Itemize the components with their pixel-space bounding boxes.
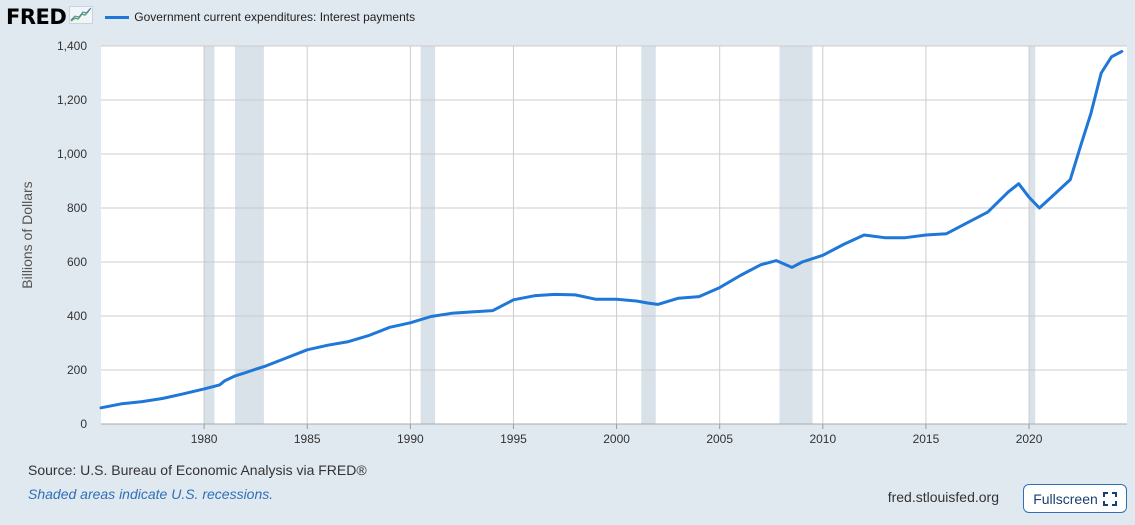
fullscreen-button[interactable]: Fullscreen	[1023, 484, 1127, 513]
expand-icon	[1102, 491, 1117, 506]
y-tick-label: 1,000	[57, 147, 87, 161]
recession-band	[420, 46, 436, 424]
x-tick-label: 2005	[706, 432, 733, 446]
recession-band	[235, 46, 264, 424]
recession-band	[779, 46, 813, 424]
x-tick-label: 2015	[913, 432, 940, 446]
legend-line-swatch	[105, 15, 130, 19]
x-tick-label: 1980	[191, 432, 218, 446]
y-tick-label: 0	[80, 417, 87, 431]
recession-note: Shaded areas indicate U.S. recessions.	[28, 486, 274, 502]
x-tick-label: 1995	[500, 432, 527, 446]
chart-header: FRED Government current expenditures: In…	[6, 2, 415, 32]
x-tick-label: 2000	[603, 432, 630, 446]
x-tick-label: 2010	[809, 432, 836, 446]
fred-logo[interactable]: FRED	[6, 5, 94, 29]
plot-area	[101, 46, 1127, 424]
y-tick-label: 1,400	[57, 39, 87, 53]
x-tick-label: 1990	[397, 432, 424, 446]
y-tick-label: 600	[67, 255, 87, 269]
y-tick-label: 400	[67, 309, 87, 323]
y-tick-label: 200	[67, 363, 87, 377]
x-tick-label: 2020	[1016, 432, 1043, 446]
recession-band	[1029, 46, 1036, 424]
y-tick-label: 1,200	[57, 93, 87, 107]
recession-band	[204, 46, 215, 424]
y-tick-label: 800	[67, 201, 87, 215]
recession-band	[641, 46, 656, 424]
chart-legend: Government current expenditures: Interes…	[105, 10, 415, 24]
legend-series-label: Government current expenditures: Interes…	[134, 10, 416, 24]
fred-logo-text: FRED	[6, 5, 67, 29]
line-chart: 0 200 400 600 800 1,000 1,200 1,400 1980 1985 1990…	[19, 39, 1127, 446]
source-text: Source: U.S. Bureau of Economic Analysis…	[28, 462, 367, 478]
fullscreen-label: Fullscreen	[1033, 490, 1098, 507]
fred-url[interactable]: fred.stlouisfed.org	[887, 489, 999, 505]
x-tick-label: 1985	[294, 432, 321, 446]
trend-graph-icon	[69, 5, 94, 29]
series-line	[99, 49, 1124, 410]
y-axis-label: Billions of Dollars	[19, 181, 35, 288]
